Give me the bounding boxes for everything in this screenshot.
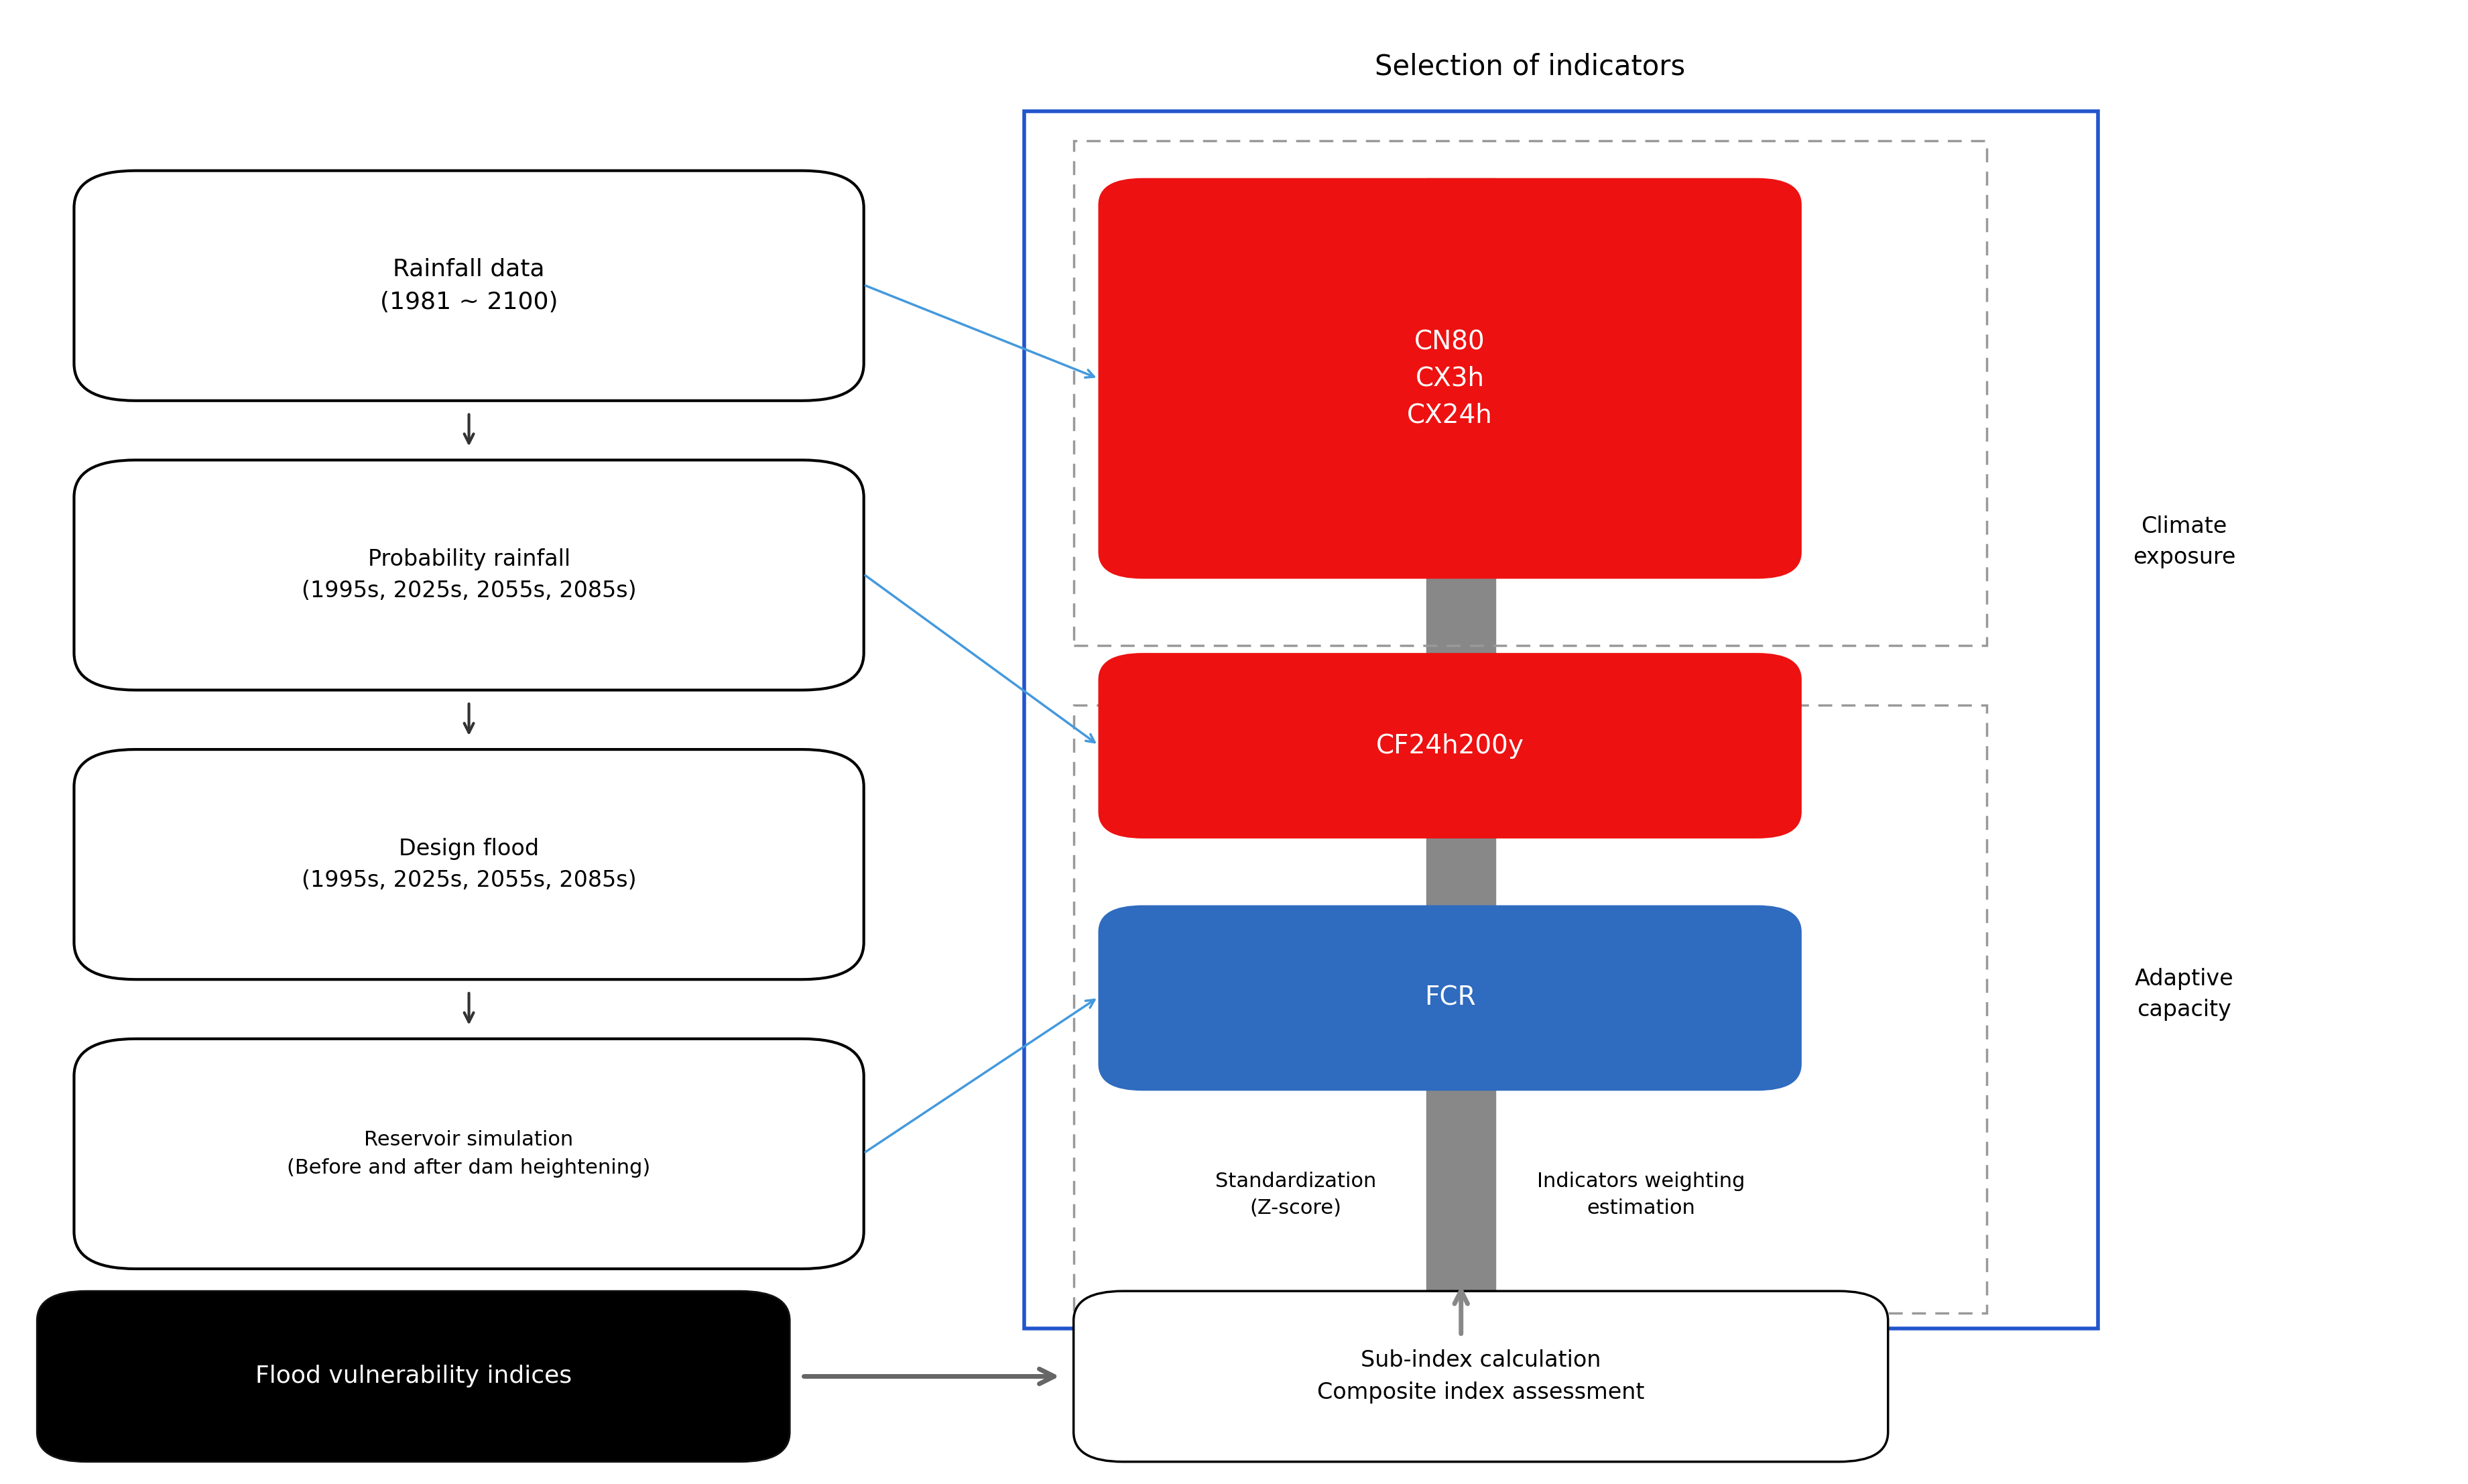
Text: Rainfall data
(1981 ~ 2100): Rainfall data (1981 ~ 2100) <box>380 258 558 313</box>
Text: FCR: FCR <box>1424 985 1476 1011</box>
FancyBboxPatch shape <box>1074 1291 1888 1462</box>
Text: Probability rainfall
(1995s, 2025s, 2055s, 2085s): Probability rainfall (1995s, 2025s, 2055… <box>301 548 637 603</box>
FancyBboxPatch shape <box>1098 653 1802 838</box>
FancyBboxPatch shape <box>74 171 864 401</box>
Text: Adaptive
capacity: Adaptive capacity <box>2135 968 2234 1021</box>
Text: Design flood
(1995s, 2025s, 2055s, 2085s): Design flood (1995s, 2025s, 2055s, 2085s… <box>301 837 637 892</box>
Text: CF24h200y: CF24h200y <box>1377 733 1523 758</box>
Text: Selection of indicators: Selection of indicators <box>1375 53 1686 80</box>
Bar <box>1427 178 1496 1328</box>
FancyBboxPatch shape <box>1098 178 1802 579</box>
Text: Reservoir simulation
(Before and after dam heightening): Reservoir simulation (Before and after d… <box>286 1131 652 1177</box>
FancyBboxPatch shape <box>74 1039 864 1269</box>
Text: CN80
CX3h
CX24h: CN80 CX3h CX24h <box>1407 329 1493 427</box>
Text: Standardization
(Z-score): Standardization (Z-score) <box>1214 1171 1377 1218</box>
FancyBboxPatch shape <box>37 1291 790 1462</box>
Text: Flood vulnerability indices: Flood vulnerability indices <box>254 1365 573 1388</box>
Text: Climate
exposure: Climate exposure <box>2132 515 2236 568</box>
FancyBboxPatch shape <box>1098 905 1802 1091</box>
FancyBboxPatch shape <box>74 460 864 690</box>
Text: Indicators weighting
estimation: Indicators weighting estimation <box>1538 1171 1745 1218</box>
Text: Sub-index calculation
Composite index assessment: Sub-index calculation Composite index as… <box>1318 1349 1644 1404</box>
FancyBboxPatch shape <box>74 749 864 979</box>
